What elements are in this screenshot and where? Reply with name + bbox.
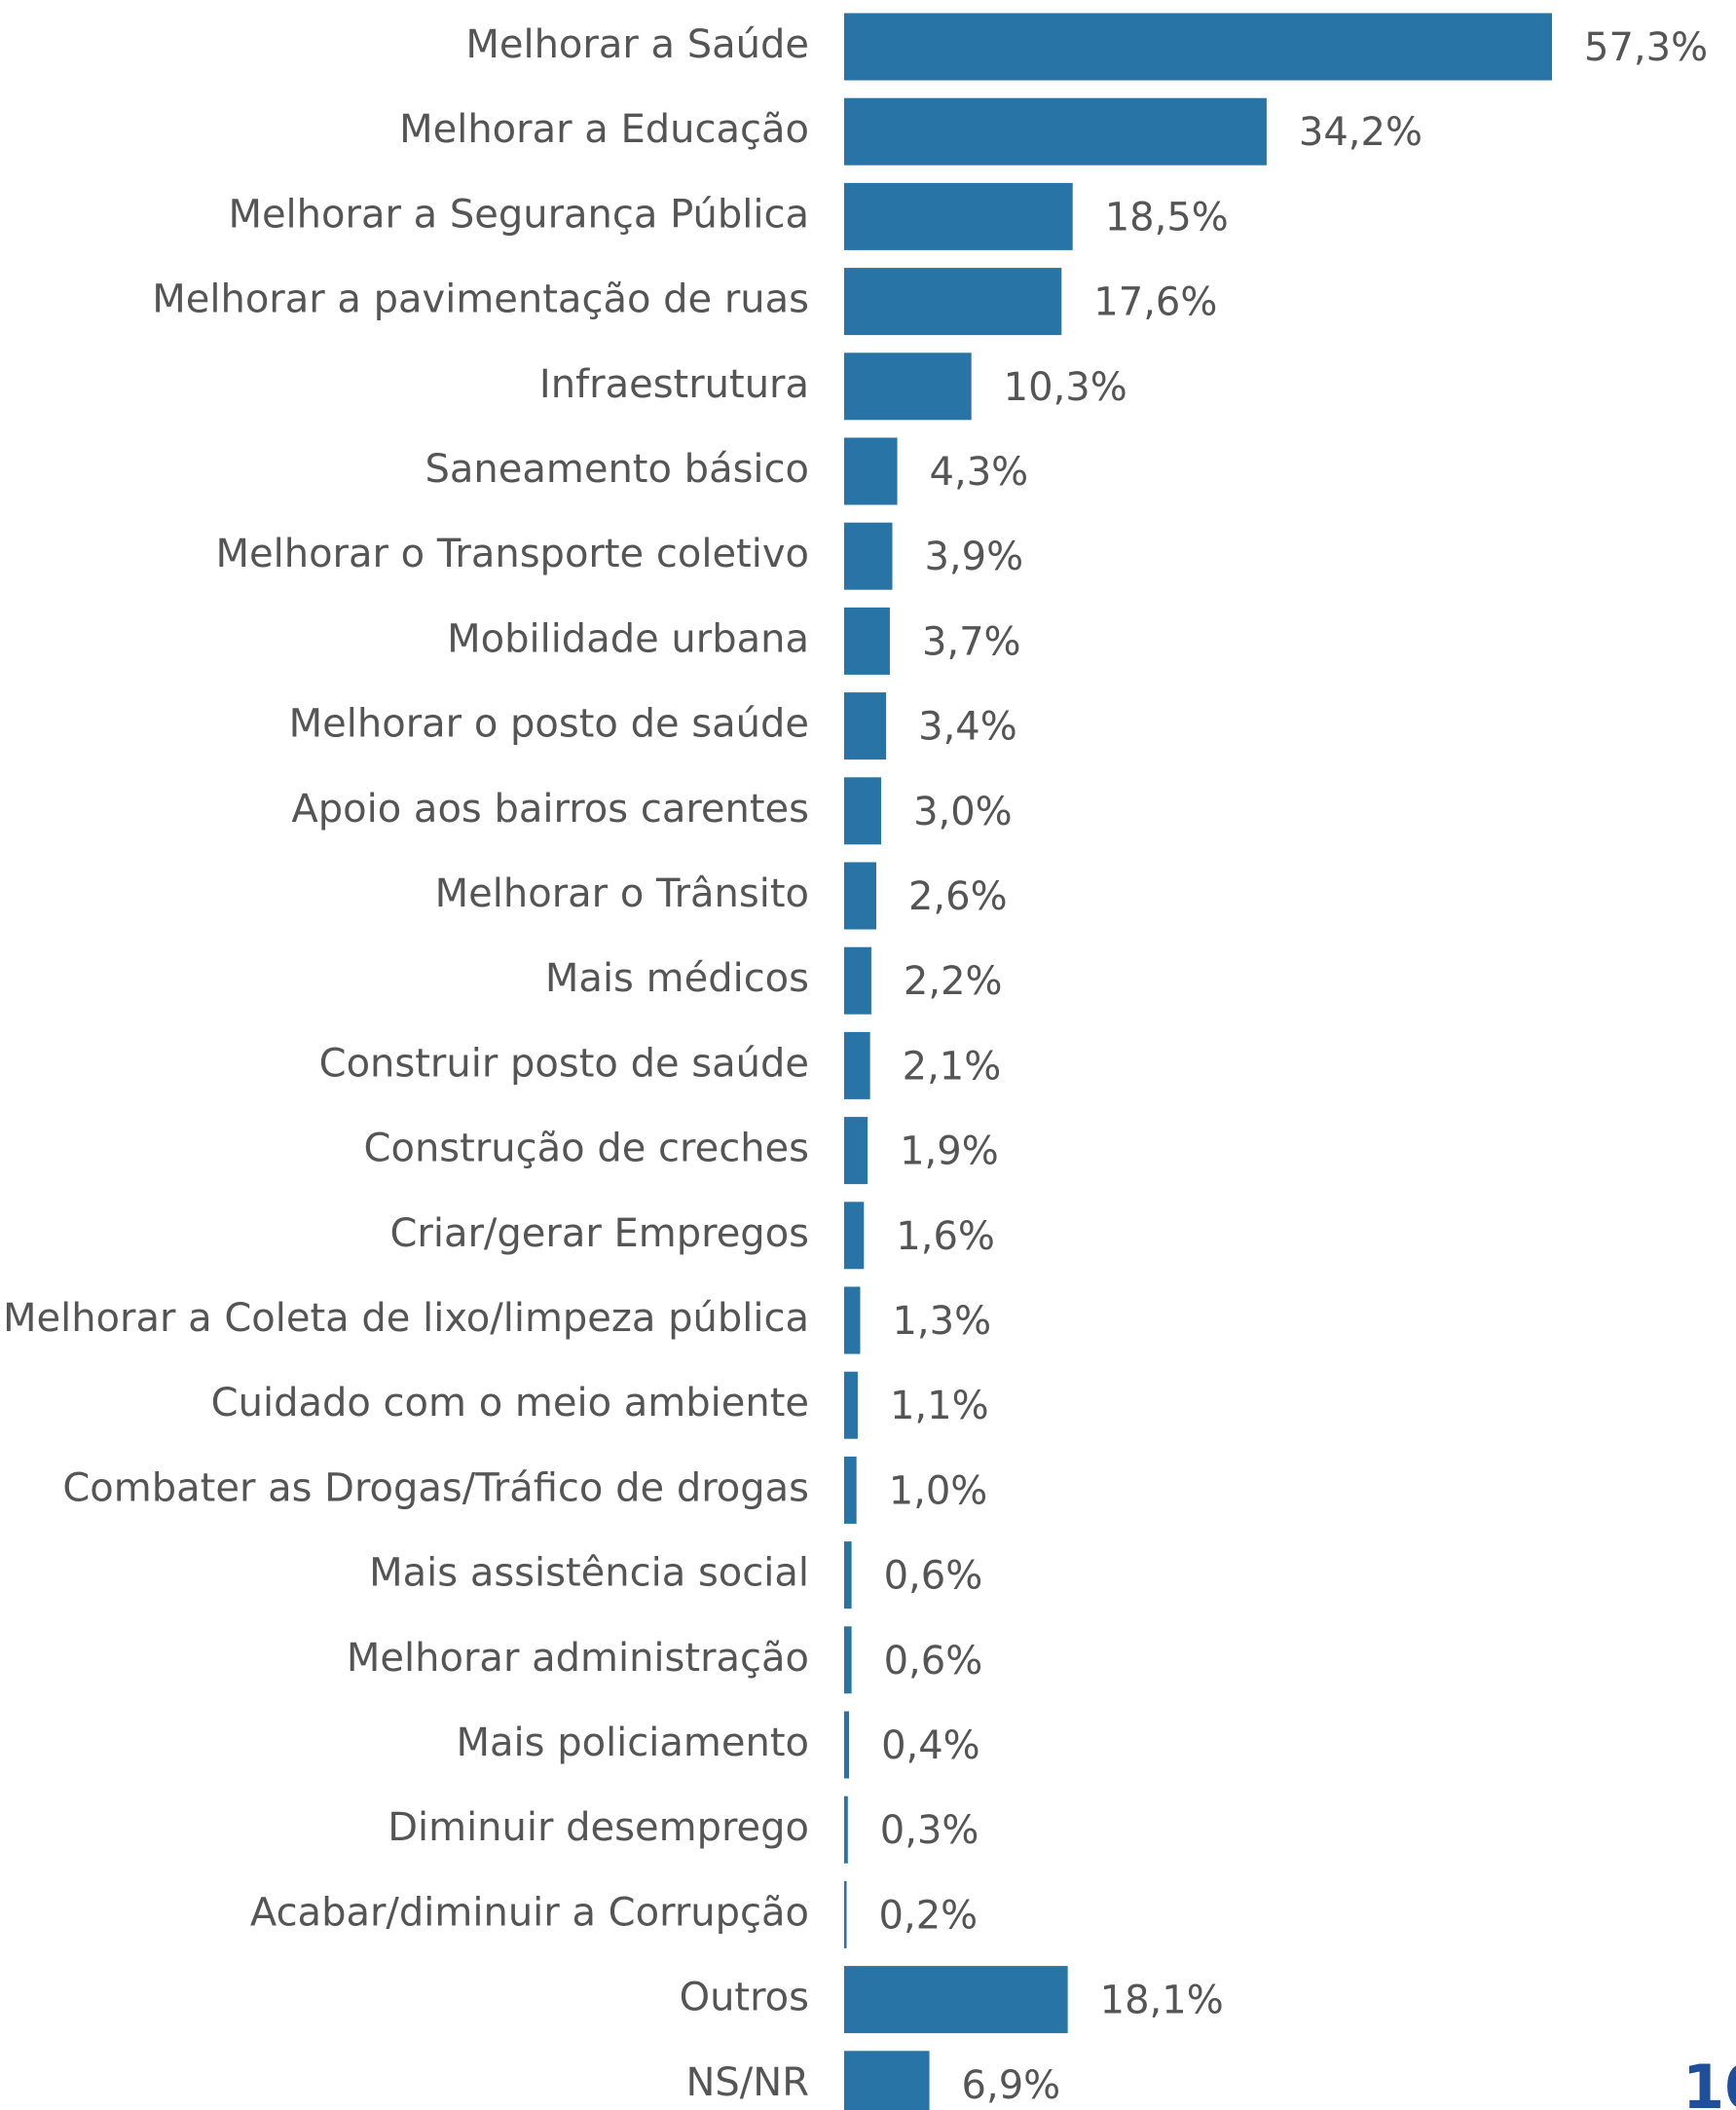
category-label: Mais assistência social xyxy=(369,1551,809,1596)
value-label: 10,3% xyxy=(1004,365,1127,410)
category-label: Combater as Drogas/Tráfico de drogas xyxy=(62,1465,809,1510)
bar xyxy=(844,268,1062,336)
category-label: Melhorar a pavimentação de ruas xyxy=(152,278,809,322)
category-label: Melhorar a Segurança Pública xyxy=(228,192,809,237)
bar xyxy=(844,97,1267,166)
value-label: 3,0% xyxy=(913,790,1013,834)
category-label: Mais policiamento xyxy=(457,1721,809,1765)
bar xyxy=(844,692,887,760)
value-label: 1,6% xyxy=(896,1214,995,1259)
value-label: 0,3% xyxy=(880,1808,979,1853)
category-label: Criar/gerar Empregos xyxy=(389,1211,809,1256)
category-label: Melhorar o posto de saúde xyxy=(289,702,809,747)
bar xyxy=(844,1966,1068,2034)
category-label: Cuidado com o meio ambiente xyxy=(211,1381,809,1425)
value-label: 6,9% xyxy=(962,2063,1061,2108)
category-label: Melhorar administração xyxy=(347,1636,809,1681)
bar xyxy=(844,946,871,1015)
bar xyxy=(844,777,882,845)
bar xyxy=(844,1031,870,1099)
bar xyxy=(844,2051,930,2110)
bar xyxy=(844,1456,857,1524)
category-label: Melhorar a Saúde xyxy=(465,22,809,67)
value-label: 0,4% xyxy=(881,1723,980,1768)
value-label: 2,6% xyxy=(908,874,1008,919)
value-label: 3,9% xyxy=(924,535,1023,579)
category-label: Infraestrutura xyxy=(539,362,809,407)
category-label: Outros xyxy=(680,1976,809,2020)
bar xyxy=(844,1880,847,1948)
bar xyxy=(844,13,1552,81)
category-label: Diminuir desemprego xyxy=(388,1805,809,1850)
value-label: 0,6% xyxy=(884,1639,983,1684)
page-number: 10 xyxy=(1682,2052,1736,2110)
category-label: Melhorar a Coleta de lixo/limpeza públic… xyxy=(3,1296,809,1341)
value-label: 1,1% xyxy=(890,1384,989,1428)
category-label: Melhorar o Transporte coletivo xyxy=(215,532,809,576)
category-label: Mais médicos xyxy=(545,956,809,1001)
category-label: Melhorar o Trânsito xyxy=(435,871,809,916)
value-label: 18,1% xyxy=(1100,1979,1224,2023)
bar xyxy=(844,437,898,505)
value-label: 18,5% xyxy=(1105,195,1229,240)
bar xyxy=(844,1202,865,1270)
value-label: 0,6% xyxy=(884,1554,983,1599)
value-label: 1,9% xyxy=(900,1129,999,1174)
category-label: Saneamento básico xyxy=(425,447,810,492)
bar xyxy=(844,1117,868,1185)
value-label: 1,0% xyxy=(889,1468,988,1513)
value-label: 3,4% xyxy=(918,705,1017,750)
bar xyxy=(844,1626,852,1694)
bar xyxy=(844,522,893,590)
value-label: 1,3% xyxy=(892,1299,991,1344)
bar xyxy=(844,1286,861,1354)
bar xyxy=(844,352,972,421)
category-label: Construção de creches xyxy=(364,1127,809,1171)
category-label: Construir posto de saúde xyxy=(319,1041,809,1086)
value-label: 57,3% xyxy=(1584,25,1708,70)
bar xyxy=(844,1541,852,1610)
bar xyxy=(844,862,876,930)
category-label: NS/NR xyxy=(685,2060,809,2105)
bar xyxy=(844,182,1073,250)
bar xyxy=(844,607,890,675)
category-label: Apoio aos bairros carentes xyxy=(291,787,809,832)
value-label: 17,6% xyxy=(1093,280,1217,325)
value-label: 34,2% xyxy=(1299,110,1422,155)
value-label: 3,7% xyxy=(922,619,1021,664)
category-label: Acabar/diminuir a Corrupção xyxy=(250,1890,809,1935)
bar xyxy=(844,1795,848,1864)
category-label: Mobilidade urbana xyxy=(447,616,809,661)
bar xyxy=(844,1371,858,1439)
value-label: 0,2% xyxy=(879,1893,979,1938)
category-label: Melhorar a Educação xyxy=(399,107,809,152)
bar xyxy=(844,1711,850,1779)
value-label: 4,3% xyxy=(930,450,1029,495)
value-label: 2,1% xyxy=(903,1044,1002,1089)
value-label: 2,2% xyxy=(904,959,1003,1004)
